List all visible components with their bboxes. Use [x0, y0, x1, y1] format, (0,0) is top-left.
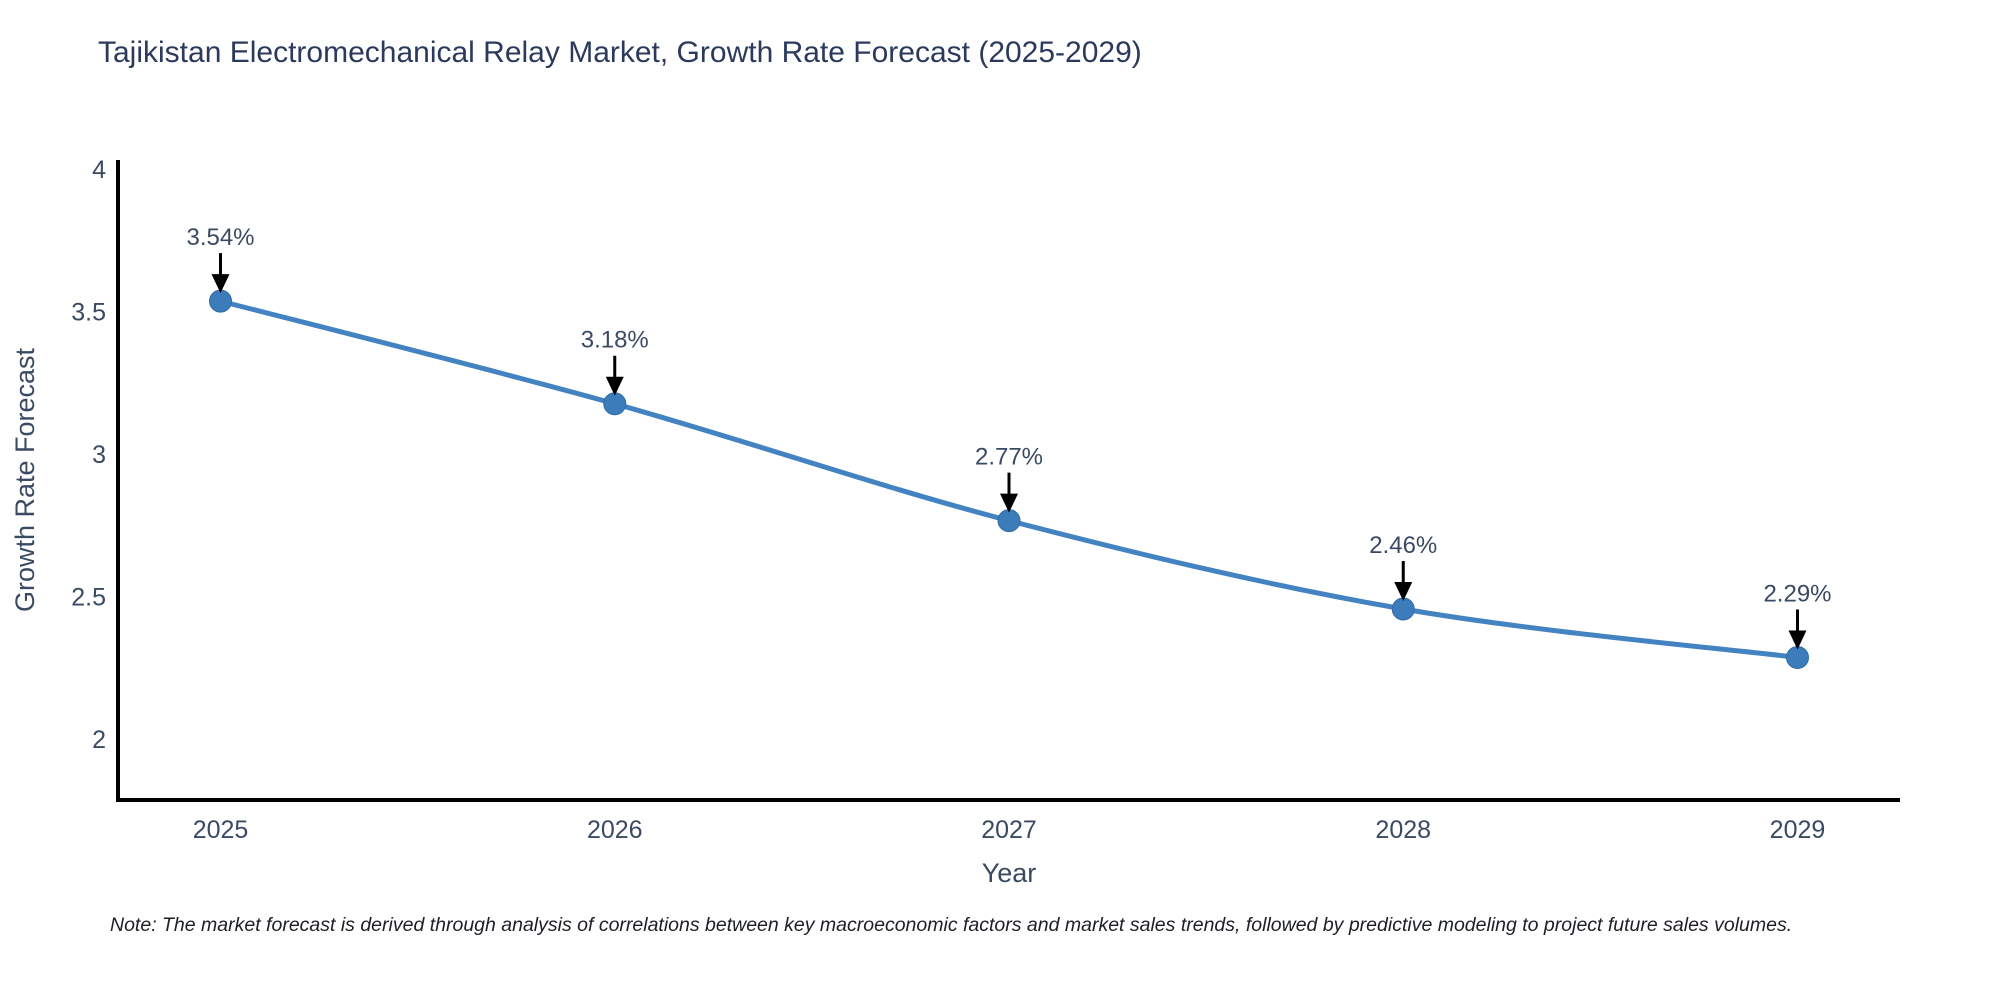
x-tick-label: 2026: [587, 816, 643, 844]
y-tick-label: 3: [92, 441, 106, 469]
annotation-arrowhead-icon: [1000, 493, 1018, 513]
data-point-marker: [1391, 597, 1415, 621]
x-tick-label: 2028: [1375, 816, 1431, 844]
data-point-label: 3.18%: [581, 327, 649, 354]
y-tick-label: 2.5: [71, 584, 106, 612]
y-tick-label: 4: [92, 156, 106, 184]
annotation-arrowhead-icon: [605, 376, 624, 396]
data-point-marker: [1785, 645, 1809, 669]
data-point-marker: [997, 509, 1021, 533]
y-tick-label: 2: [92, 726, 106, 754]
data-point-label: 2.29%: [1763, 580, 1831, 607]
data-point-label: 2.46%: [1369, 532, 1437, 559]
annotation-arrowhead-icon: [211, 274, 230, 294]
data-point-label: 3.54%: [186, 224, 254, 251]
x-tick-label: 2029: [1770, 816, 1826, 844]
y-axis-title: Growth Rate Forecast: [10, 347, 40, 612]
x-tick-label: 2025: [193, 816, 249, 844]
chart-title: Tajikistan Electromechanical Relay Marke…: [98, 36, 1142, 69]
data-point-marker: [603, 392, 627, 416]
data-point-label: 2.77%: [975, 444, 1043, 471]
y-tick-label: 3.5: [71, 299, 106, 327]
x-tick-label: 2027: [981, 816, 1037, 844]
data-point-marker: [209, 289, 233, 313]
chart-footnote: Note: The market forecast is derived thr…: [110, 914, 1793, 936]
annotation-arrowhead-icon: [1788, 630, 1807, 650]
annotation-arrowhead-icon: [1394, 581, 1413, 601]
x-axis-title: Year: [982, 858, 1037, 888]
